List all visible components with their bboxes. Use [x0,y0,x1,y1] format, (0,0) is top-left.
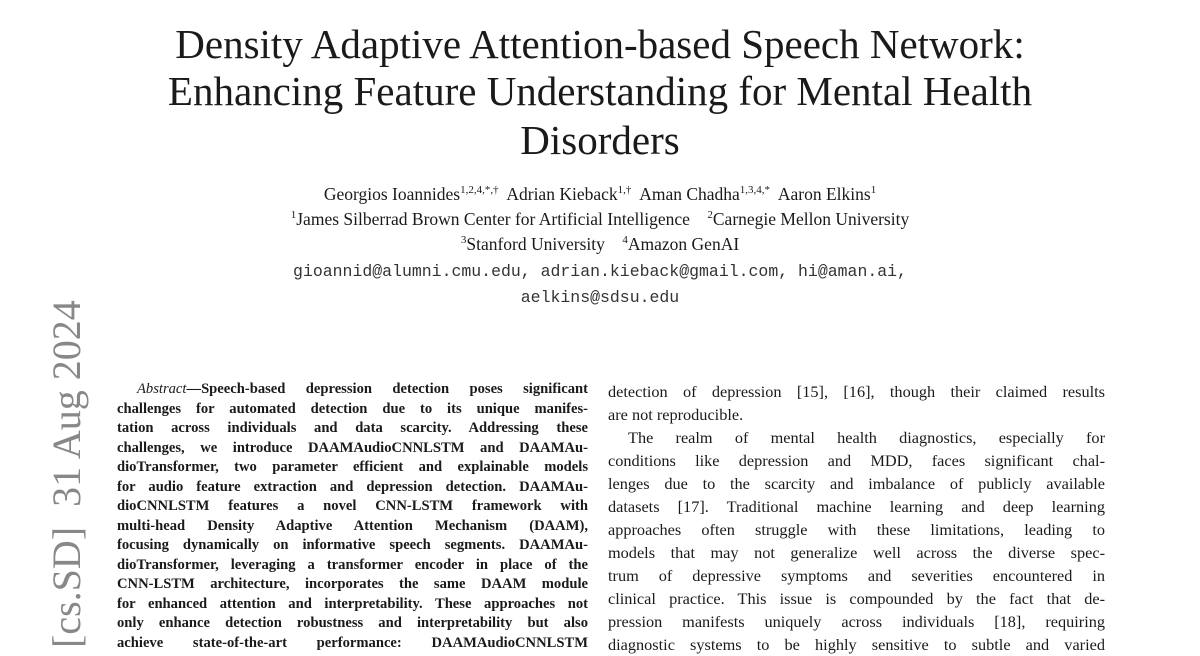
abstract-line: only enhance detection robustness and in… [117,615,588,631]
abstract-line: focusing dynamically on informative spee… [117,537,588,553]
author-list: Georgios Ioannides1,2,4,*,† Adrian Kieba… [0,182,1200,207]
affiliation: 2Carnegie Mellon University [707,209,910,229]
body-line: conditions like depression and MDD, face… [608,451,1105,470]
email-line: aelkins@sdsu.edu [520,288,680,307]
body-text-column: detection of depression [15], [16], thou… [608,380,1105,656]
abstract-line: challenges for automated detection due t… [117,400,588,417]
title-line: Disorders [520,117,680,163]
body-line: lenges due to the scarcity and imbalance… [608,474,1105,493]
abstract-line: challenges, we introduce DAAMAudioCNNLST… [117,439,588,456]
author: Adrian Kieback1,† [506,184,632,204]
affiliations: 3Stanford University 4Amazon GenAI [0,232,1200,257]
body-line: approaches often struggle with these lim… [608,520,1105,539]
body-line: detection of depression [15], [16], thou… [608,382,1105,401]
abstract-line: dioTransformer, two parameter efficient … [117,459,588,475]
author: Georgios Ioannides1,2,4,*,† [323,184,499,204]
abstract-line: Abstract—Speech-based depression detecti… [137,381,588,397]
abstract: Abstract—Speech-based depression detecti… [117,380,588,653]
body-line: trum of depressive symptoms and severiti… [608,566,1105,585]
abstract-line: tation across individuals and data scarc… [117,420,588,436]
author: Aman Chadha1,3,4,* [639,184,771,204]
arxiv-identifier: [cs.SD] 31 Aug 2024 [44,300,89,648]
affiliation: 4Amazon GenAI [622,234,740,254]
title-line: Enhancing Feature Understanding for Ment… [167,68,1033,114]
body-line: pression manifests uniquely across indiv… [608,612,1105,631]
abstract-line: multi-head Density Adaptive Attention Me… [117,517,588,534]
affiliation: 1James Silberrad Brown Center for Artifi… [290,209,690,229]
email-line: gioannid@alumni.cmu.edu, adrian.kieback@… [293,262,907,281]
title-line: Density Adaptive Attention-based Speech … [175,21,1025,67]
body-line: are not reproducible. [608,405,744,424]
body-line: models that may not generalize well acro… [608,543,1105,562]
body-line: clinical practice. This issue is compoun… [608,589,1105,608]
abstract-line: for enhanced attention and interpretabil… [117,595,588,612]
abstract-line: CNN-LSTM architecture, incorporates the … [117,576,588,592]
abstract-line: dioCNNLSTM features a novel CNN-LSTM fra… [117,498,588,514]
affiliation: 3Stanford University [460,234,605,254]
abstract-line: for audio feature extraction and depress… [117,478,588,495]
abstract-label: Abstract [137,381,187,397]
body-line: diagnostic systems to be highly sensitiv… [608,635,1105,654]
body-line: The realm of mental health diagnostics, … [628,428,1105,447]
author: Aaron Elkins1 [777,184,877,204]
abstract-line: dioTransformer, leveraging a transformer… [117,556,588,573]
body-line: datasets [17]. Traditional machine learn… [608,497,1105,516]
abstract-line: achieve state-of-the-art performance: DA… [117,634,588,651]
affiliations: 1James Silberrad Brown Center for Artifi… [0,207,1200,232]
